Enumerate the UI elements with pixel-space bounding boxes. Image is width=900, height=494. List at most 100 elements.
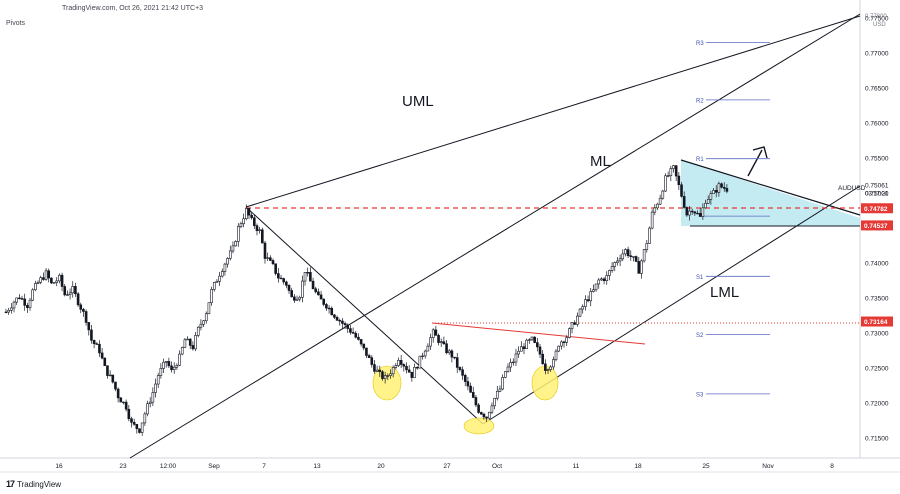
candle-down — [343, 323, 347, 326]
candle-up — [71, 286, 75, 294]
indicator-label: Pivots — [6, 20, 26, 27]
time-tick-label: Sep — [208, 463, 220, 470]
candle-up — [172, 366, 176, 371]
candle-down — [279, 277, 283, 280]
candle-down — [191, 345, 195, 350]
candle-up — [386, 375, 390, 377]
candle-down — [469, 385, 472, 393]
candle-down — [250, 214, 253, 219]
candle-up — [717, 183, 721, 193]
candle-up — [223, 263, 227, 272]
candle-down — [274, 263, 277, 274]
candle-up — [421, 355, 424, 358]
pivot-label-r1: R1 — [696, 157, 704, 163]
candle-up — [503, 371, 507, 378]
candle-up — [525, 339, 528, 349]
candle-down — [63, 286, 67, 296]
candle-up — [146, 403, 149, 415]
candle-up — [12, 301, 16, 309]
candle-down — [693, 211, 697, 214]
candle-down — [453, 356, 456, 359]
candle-down — [378, 369, 382, 373]
candle-up — [228, 250, 232, 259]
candle-up — [207, 302, 211, 315]
candle-up — [495, 390, 499, 399]
ml-line — [129, 13, 861, 459]
candle-down — [544, 363, 547, 371]
candle-up — [642, 249, 646, 262]
price-tick-label: 0.73500 — [865, 296, 889, 303]
candle-down — [479, 412, 483, 415]
candle-up — [383, 375, 387, 379]
candle-down — [90, 329, 93, 341]
candle-up — [608, 270, 611, 276]
candle-up — [162, 361, 165, 369]
candle-down — [132, 422, 136, 425]
candle-up — [493, 397, 496, 407]
candle-up — [239, 223, 243, 227]
time-tick-label: 20 — [377, 463, 385, 470]
candle-down — [573, 322, 577, 325]
triangle-upper-line — [680, 159, 861, 216]
candle-down — [277, 273, 280, 279]
time-axis[interactable]: 16 23 12:00 Sep 7 13 20 27 Oct 11 18 25 Nov 8 — [55, 463, 834, 470]
candle-up — [15, 297, 18, 303]
candle-down — [111, 374, 115, 383]
candle-up — [565, 337, 569, 343]
time-tick-label: Oct — [492, 463, 502, 470]
candle-down — [349, 328, 352, 333]
candle-up — [688, 210, 691, 216]
candle-up — [140, 422, 144, 433]
price-label-box — [861, 220, 893, 231]
pivot-label-s2: S2 — [696, 333, 704, 339]
candle-down — [282, 278, 285, 283]
candle-up — [557, 345, 560, 352]
candle-up — [295, 298, 299, 301]
candle-down — [253, 217, 256, 226]
candle-down — [293, 296, 296, 301]
candle-up — [258, 229, 261, 231]
tradingview-watermark[interactable]: 17 TradingView — [6, 479, 61, 489]
candle-up — [156, 375, 160, 385]
candle-up — [39, 277, 43, 283]
candle-down — [311, 280, 315, 290]
candle-up — [704, 203, 707, 209]
price-tick-label: 0.74000 — [865, 261, 889, 268]
candle-up — [517, 350, 520, 355]
candle-up — [600, 278, 603, 281]
last-price-label: 0.75061 — [865, 183, 889, 190]
candle-down — [314, 288, 318, 293]
candle-down — [637, 261, 641, 274]
candle-up — [58, 274, 61, 282]
candle-down — [541, 353, 544, 365]
candle-up — [511, 361, 515, 364]
time-tick-label: 27 — [443, 463, 451, 470]
candle-down — [247, 208, 251, 216]
candle-up — [487, 411, 491, 419]
candle-up — [632, 256, 635, 258]
candle-up — [31, 289, 35, 301]
candle-down — [677, 175, 681, 186]
candle-down — [690, 210, 694, 213]
candle-down — [455, 357, 459, 368]
candle-up — [418, 355, 422, 369]
candle-up — [570, 322, 574, 329]
candle-up — [175, 365, 179, 368]
countdown-label: 03:17:21 — [865, 192, 889, 198]
candle-down — [319, 294, 323, 300]
candle-up — [546, 369, 550, 371]
candle-up — [426, 345, 430, 352]
candle-down — [335, 316, 339, 321]
triangle-shade — [681, 160, 860, 226]
candle-down — [634, 256, 638, 262]
candle-up — [178, 353, 181, 366]
candle-up — [375, 369, 379, 372]
arrow-shaft — [747, 149, 763, 177]
candle-down — [725, 188, 729, 192]
candle-down — [135, 424, 139, 430]
time-tick-label: Nov — [762, 463, 774, 470]
candle-down — [20, 298, 24, 300]
candle-down — [522, 346, 526, 349]
